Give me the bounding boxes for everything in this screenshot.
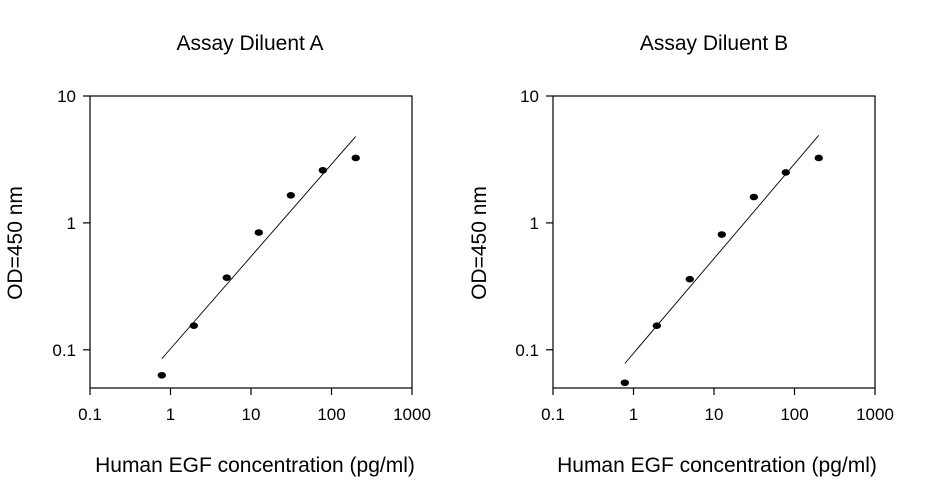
- plot-frame: [552, 95, 876, 389]
- y-axis-label: OD=450 nm: [468, 186, 491, 300]
- y-ticks: 0.1 1 10: [515, 87, 553, 360]
- y-tick-label: 10: [57, 87, 76, 106]
- x-tick-label: 10: [242, 405, 261, 424]
- y-tick-label: 1: [530, 214, 539, 233]
- data-point: [685, 275, 694, 283]
- y-axis-label: OD=450 nm: [4, 186, 27, 300]
- x-tick-label: 1000: [856, 405, 894, 424]
- data-point: [189, 322, 199, 329]
- x-tick-label: 1: [629, 405, 638, 424]
- x-ticks: 0.1 1 10 100 1000: [78, 388, 431, 424]
- y-tick-label: 1: [67, 214, 76, 233]
- data-point: [286, 192, 296, 199]
- data-point: [717, 231, 727, 238]
- x-ticks: 0.1 1 10 100 1000: [541, 388, 894, 424]
- x-axis-label: Human EGF concentration (pg/ml): [95, 454, 415, 477]
- x-tick-label: 1: [166, 405, 175, 424]
- data-point: [781, 169, 791, 176]
- data-point: [254, 229, 264, 236]
- chart-panel-a: Assay Diluent A 0.1 1 10 100 1000 0.1 1 10 Hum…: [4, 32, 431, 477]
- data-marks: [157, 136, 360, 379]
- y-tick-label: 0.1: [515, 341, 539, 360]
- chart-title: Assay Diluent A: [176, 32, 323, 55]
- data-point: [351, 154, 360, 162]
- x-tick-label: 10: [705, 405, 724, 424]
- data-marks: [620, 135, 823, 387]
- x-tick-label: 100: [317, 405, 345, 424]
- data-point: [749, 193, 759, 201]
- data-point: [157, 371, 167, 379]
- fit-line: [624, 135, 820, 364]
- data-point: [222, 274, 231, 281]
- x-axis-label: Human EGF concentration (pg/ml): [557, 454, 877, 477]
- y-tick-label: 0.1: [52, 341, 76, 360]
- x-tick-label: 100: [780, 405, 808, 424]
- data-point: [620, 379, 630, 387]
- x-tick-label: 0.1: [541, 405, 565, 424]
- y-tick-label: 10: [520, 87, 539, 106]
- chart-title: Assay Diluent B: [640, 32, 788, 55]
- data-point: [814, 154, 823, 162]
- data-point: [652, 322, 662, 329]
- y-ticks: 0.1 1 10: [52, 87, 90, 360]
- data-point: [318, 166, 328, 174]
- x-tick-label: 0.1: [78, 405, 102, 424]
- plot-frame: [89, 95, 413, 389]
- chart-panel-b: Assay Diluent B 0.1 1 10 100 1000 0.1 1 10 Hum…: [468, 32, 894, 477]
- x-tick-label: 1000: [393, 405, 431, 424]
